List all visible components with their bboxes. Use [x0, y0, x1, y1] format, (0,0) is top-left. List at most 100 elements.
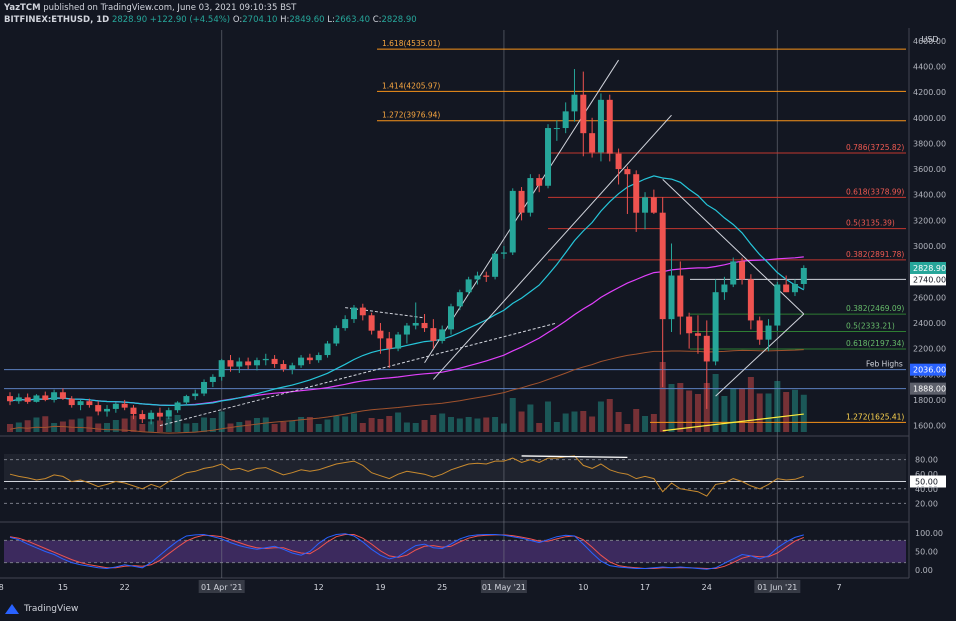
volume-bar — [783, 392, 790, 432]
candle-body — [624, 169, 631, 175]
volume-bar — [253, 418, 260, 432]
x-axis-label: 12 — [314, 583, 324, 592]
x-axis-label: 19 — [375, 583, 385, 592]
price-tick: 2600.00 — [913, 293, 946, 302]
volume-bar — [606, 399, 613, 432]
candle-body — [756, 320, 763, 340]
fib-resistance-label: 0.5(3135.39) — [846, 219, 895, 228]
volume-bar — [121, 418, 128, 432]
volume-bar — [24, 420, 31, 432]
publish-text: published on TradingView.com, June 03, 2… — [43, 3, 297, 13]
candle-body — [59, 392, 66, 399]
stoch-band — [4, 540, 906, 563]
candle-body — [553, 128, 560, 130]
candle-body — [262, 358, 269, 361]
level-price-tag-bg — [910, 382, 946, 395]
price-tick: 3600.00 — [913, 165, 946, 174]
volume-bar — [77, 418, 84, 432]
volume-bar — [597, 401, 604, 432]
volume-bar — [350, 413, 357, 432]
fib-resistance-label: 0.618(3378.99) — [846, 187, 904, 196]
candle-body — [430, 328, 437, 341]
candle-body — [791, 283, 798, 293]
volume-bar — [509, 398, 516, 432]
volume-bar — [650, 414, 657, 432]
volume-bar — [791, 389, 798, 432]
stoch-tick: 100.00 — [915, 529, 943, 538]
candle-body — [597, 99, 604, 153]
ema100-line — [9, 349, 804, 434]
rsi-tick: 20.00 — [915, 499, 938, 508]
candle-body — [112, 403, 119, 409]
candle-body — [201, 381, 208, 394]
volume-bar — [624, 424, 631, 432]
rsi-tick: 40.00 — [915, 485, 938, 494]
rsi-line — [9, 455, 804, 497]
candle-body — [800, 267, 807, 284]
volume-bar — [721, 396, 728, 432]
candle-body — [139, 414, 146, 420]
volume-bar — [192, 423, 199, 432]
author-name[interactable]: YazTCM — [4, 3, 41, 13]
candle-body — [377, 330, 384, 339]
candle-body — [439, 329, 446, 341]
candle-body — [368, 315, 375, 331]
candle-body — [615, 153, 622, 170]
candle-body — [650, 197, 657, 213]
candle-body — [536, 178, 543, 186]
volume-bar — [42, 416, 49, 432]
current-price-tag: 2828.90 — [913, 264, 946, 273]
candle-body — [527, 178, 534, 213]
candle-body — [500, 252, 507, 254]
candle-body — [747, 279, 754, 321]
x-axis-label: 7 — [837, 583, 842, 592]
candle-body — [509, 190, 516, 253]
x-axis-label: 24 — [702, 583, 712, 592]
volume-bar — [324, 419, 331, 432]
volume-bar — [262, 417, 269, 432]
candle-body — [730, 261, 737, 285]
volume-bar — [112, 420, 119, 432]
volume-bar — [474, 418, 481, 432]
volume-bar — [527, 404, 534, 432]
volume-bar — [412, 423, 419, 432]
rsi-tick: 60.00 — [915, 470, 938, 479]
volume-bar — [174, 415, 181, 432]
volume-bar — [377, 419, 384, 432]
price-tick: 3200.00 — [913, 216, 946, 225]
level-price-tag-bg — [910, 273, 946, 286]
volume-bar — [553, 422, 560, 432]
current-price-tag-bg — [910, 261, 946, 274]
tradingview-logo[interactable]: TradingView — [4, 603, 78, 615]
volume-bar — [403, 422, 410, 432]
close-value: 2828.90 — [381, 15, 417, 25]
tradingview-logo-icon — [5, 604, 19, 614]
symbol-legend: BITFINEX:ETHUSD, 1D 2828.90 +122.90 (+4.… — [4, 15, 417, 25]
candle-body — [271, 358, 278, 365]
candle-body — [465, 279, 472, 293]
candle-body — [130, 407, 137, 415]
candle-body — [668, 275, 675, 320]
candle-body — [33, 395, 40, 402]
volume-bar — [642, 416, 649, 432]
candle-body — [403, 325, 410, 335]
candle-body — [148, 412, 155, 420]
rsi-divergence-line — [521, 455, 628, 459]
candle-body — [209, 376, 216, 382]
volume-bar — [694, 394, 701, 432]
candle-body — [703, 335, 710, 362]
volume-bar — [156, 420, 163, 432]
volume-bar — [730, 388, 737, 432]
volume-bar — [51, 423, 58, 432]
stoch-tick: 0.00 — [915, 566, 933, 575]
fib-support-label: 0.618(2197.34) — [846, 339, 904, 348]
rsi-tick: 50.00 — [915, 478, 938, 487]
stoch-tick: 50.00 — [915, 548, 938, 557]
symbol-name[interactable]: BITFINEX:ETHUSD, 1D — [4, 15, 110, 25]
candle-body — [359, 307, 366, 316]
fib-resistance-label: 0.786(3725.82) — [846, 143, 904, 152]
price-tick: 2200.00 — [913, 345, 946, 354]
candle-body — [165, 410, 172, 417]
